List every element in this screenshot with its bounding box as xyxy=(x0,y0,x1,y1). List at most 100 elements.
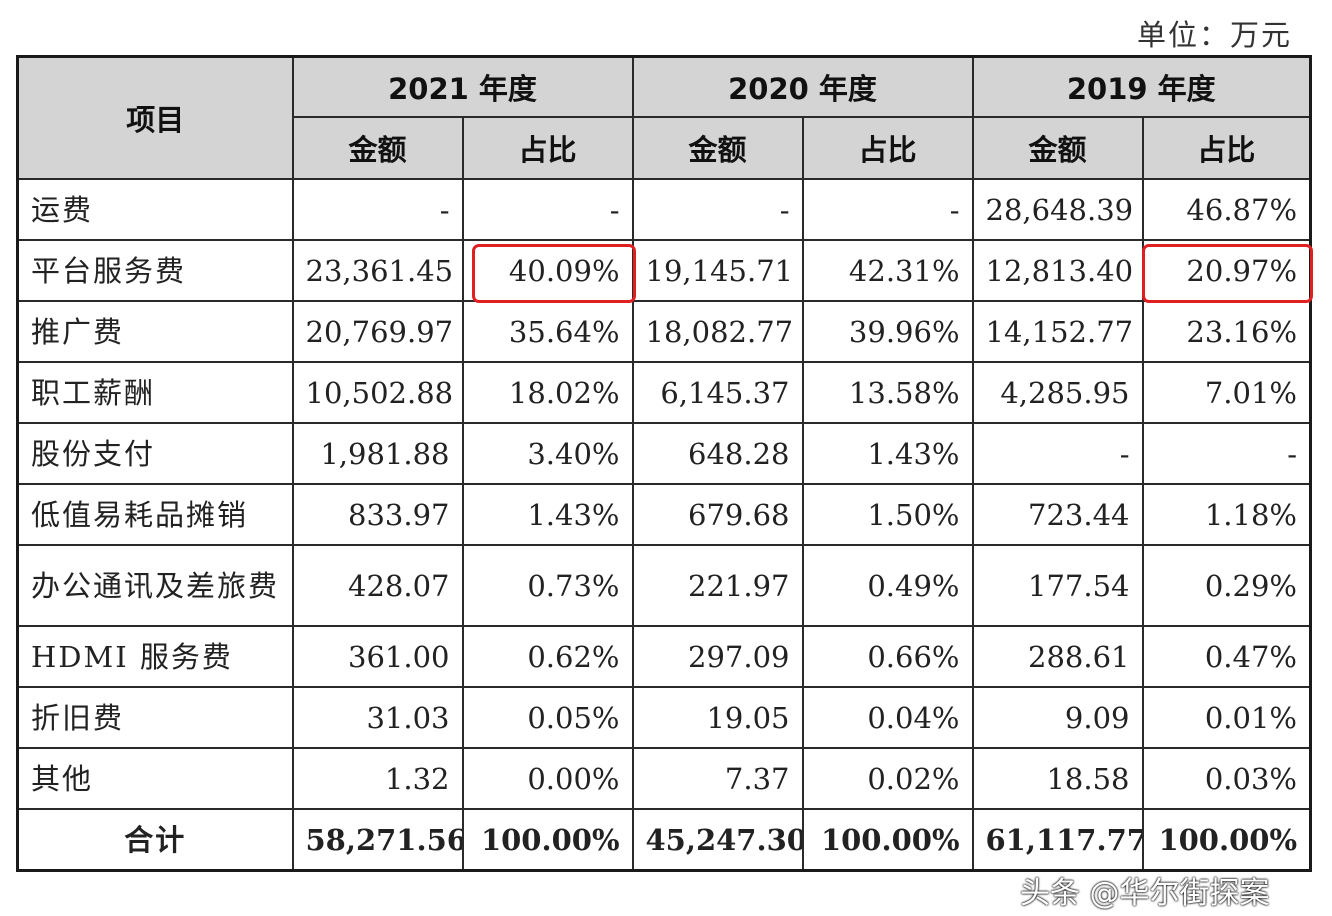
row-label: 平台服务费 xyxy=(16,239,294,302)
table-row: 职工薪酬 10,502.88 18.02% 6,145.37 13.58% 4,… xyxy=(16,361,1312,424)
amount-cell: 679.68 xyxy=(631,483,804,546)
table-row: 平台服务费 23,361.45 40.09% 19,145.71 42.31% … xyxy=(16,239,1312,302)
ratio-cell: 0.49% xyxy=(801,544,974,627)
amount-cell: 1.32 xyxy=(291,747,464,810)
ratio-cell: 0.03% xyxy=(1141,747,1312,810)
amount-cell: 428.07 xyxy=(291,544,464,627)
watermark: 头条 @华尔街探案 xyxy=(1020,876,1270,911)
amount-cell: 288.61 xyxy=(971,625,1144,688)
ratio-cell: 1.18% xyxy=(1141,483,1312,546)
amount-cell: 7.37 xyxy=(631,747,804,810)
ratio-cell: 13.58% xyxy=(801,361,974,424)
total-ratio-cell: 100.00% xyxy=(1141,808,1312,872)
row-label: 折旧费 xyxy=(16,686,294,749)
ratio-cell: 7.01% xyxy=(1141,361,1312,424)
ratio-cell: 23.16% xyxy=(1141,300,1312,363)
amount-cell: 6,145.37 xyxy=(631,361,804,424)
amount-cell: 19,145.71 xyxy=(631,239,804,302)
amount-cell: 19.05 xyxy=(631,686,804,749)
header-item: 项目 xyxy=(16,55,294,180)
amount-cell: - xyxy=(631,178,804,241)
ratio-cell: - xyxy=(461,178,634,241)
row-label: HDMI 服务费 xyxy=(16,625,294,688)
header-year-2021: 2021 年度 xyxy=(291,55,634,118)
total-ratio-cell: 100.00% xyxy=(461,808,634,872)
amount-cell: 833.97 xyxy=(291,483,464,546)
ratio-cell: 0.05% xyxy=(461,686,634,749)
unit-label: 单位：万元 xyxy=(1136,18,1292,52)
ratio-cell: 0.02% xyxy=(801,747,974,810)
ratio-cell: 0.73% xyxy=(461,544,634,627)
amount-cell: 361.00 xyxy=(291,625,464,688)
ratio-cell: 0.66% xyxy=(801,625,974,688)
table-row: 其他 1.32 0.00% 7.37 0.02% 18.58 0.03% xyxy=(16,747,1312,810)
header-amount: 金额 xyxy=(971,116,1144,180)
amount-cell: 18.58 xyxy=(971,747,1144,810)
row-label: 低值易耗品摊销 xyxy=(16,483,294,546)
amount-cell: 723.44 xyxy=(971,483,1144,546)
ratio-cell: 1.50% xyxy=(801,483,974,546)
row-label: 股份支付 xyxy=(16,422,294,485)
header-row-years: 项目 2021 年度 2020 年度 2019 年度 xyxy=(16,55,1312,180)
amount-cell: 10,502.88 xyxy=(291,361,464,424)
amount-cell: 9.09 xyxy=(971,686,1144,749)
ratio-cell: 20.97% xyxy=(1141,239,1312,302)
amount-cell: 648.28 xyxy=(631,422,804,485)
table-row: 推广费 20,769.97 35.64% 18,082.77 39.96% 14… xyxy=(16,300,1312,363)
ratio-cell: 40.09% xyxy=(461,239,634,302)
amount-cell: 177.54 xyxy=(971,544,1144,627)
amount-cell: 31.03 xyxy=(291,686,464,749)
amount-cell: 20,769.97 xyxy=(291,300,464,363)
header-ratio: 占比 xyxy=(801,116,974,180)
row-label: 职工薪酬 xyxy=(16,361,294,424)
ratio-cell: 1.43% xyxy=(461,483,634,546)
ratio-cell: 46.87% xyxy=(1141,178,1312,241)
header-ratio: 占比 xyxy=(1141,116,1312,180)
table-row: 低值易耗品摊销 833.97 1.43% 679.68 1.50% 723.44… xyxy=(16,483,1312,546)
row-label: 办公通讯及差旅费 xyxy=(16,544,294,627)
table-row: 折旧费 31.03 0.05% 19.05 0.04% 9.09 0.01% xyxy=(16,686,1312,749)
ratio-cell: 3.40% xyxy=(461,422,634,485)
amount-cell: - xyxy=(971,422,1144,485)
amount-cell: 12,813.40 xyxy=(971,239,1144,302)
ratio-cell: 0.47% xyxy=(1141,625,1312,688)
ratio-cell: 18.02% xyxy=(461,361,634,424)
amount-cell: 1,981.88 xyxy=(291,422,464,485)
expense-table: 项目 2021 年度 2020 年度 2019 年度 金额 占比 金额 占比 金… xyxy=(16,55,1312,872)
amount-cell: 4,285.95 xyxy=(971,361,1144,424)
ratio-cell: 0.00% xyxy=(461,747,634,810)
table-row: 办公通讯及差旅费 428.07 0.73% 221.97 0.49% 177.5… xyxy=(16,544,1312,627)
amount-cell: 28,648.39 xyxy=(971,178,1144,241)
row-label: 其他 xyxy=(16,747,294,810)
header-year-2019: 2019 年度 xyxy=(971,55,1312,118)
amount-cell: 23,361.45 xyxy=(291,239,464,302)
header-amount: 金额 xyxy=(291,116,464,180)
ratio-cell: 39.96% xyxy=(801,300,974,363)
amount-cell: 221.97 xyxy=(631,544,804,627)
total-amount-cell: 45,247.30 xyxy=(631,808,804,872)
ratio-cell: 35.64% xyxy=(461,300,634,363)
header-ratio: 占比 xyxy=(461,116,634,180)
ratio-cell: 0.29% xyxy=(1141,544,1312,627)
total-label: 合计 xyxy=(16,808,294,872)
amount-cell: 297.09 xyxy=(631,625,804,688)
ratio-cell: 0.01% xyxy=(1141,686,1312,749)
amount-cell: 18,082.77 xyxy=(631,300,804,363)
ratio-cell: 0.62% xyxy=(461,625,634,688)
total-ratio-cell: 100.00% xyxy=(801,808,974,872)
total-amount-cell: 61,117.77 xyxy=(971,808,1144,872)
table-row: 运费 - - - - 28,648.39 46.87% xyxy=(16,178,1312,241)
ratio-cell: - xyxy=(801,178,974,241)
table-row: HDMI 服务费 361.00 0.62% 297.09 0.66% 288.6… xyxy=(16,625,1312,688)
table-row: 股份支付 1,981.88 3.40% 648.28 1.43% - - xyxy=(16,422,1312,485)
total-row: 合计 58,271.56 100.00% 45,247.30 100.00% 6… xyxy=(16,808,1312,872)
header-row-subcolumns: 金额 占比 金额 占比 金额 占比 xyxy=(18,116,1312,180)
ratio-cell: 0.04% xyxy=(801,686,974,749)
ratio-cell: - xyxy=(1141,422,1312,485)
amount-cell: 14,152.77 xyxy=(971,300,1144,363)
header-year-2020: 2020 年度 xyxy=(631,55,974,118)
total-amount-cell: 58,271.56 xyxy=(291,808,464,872)
row-label: 运费 xyxy=(16,178,294,241)
amount-cell: - xyxy=(291,178,464,241)
